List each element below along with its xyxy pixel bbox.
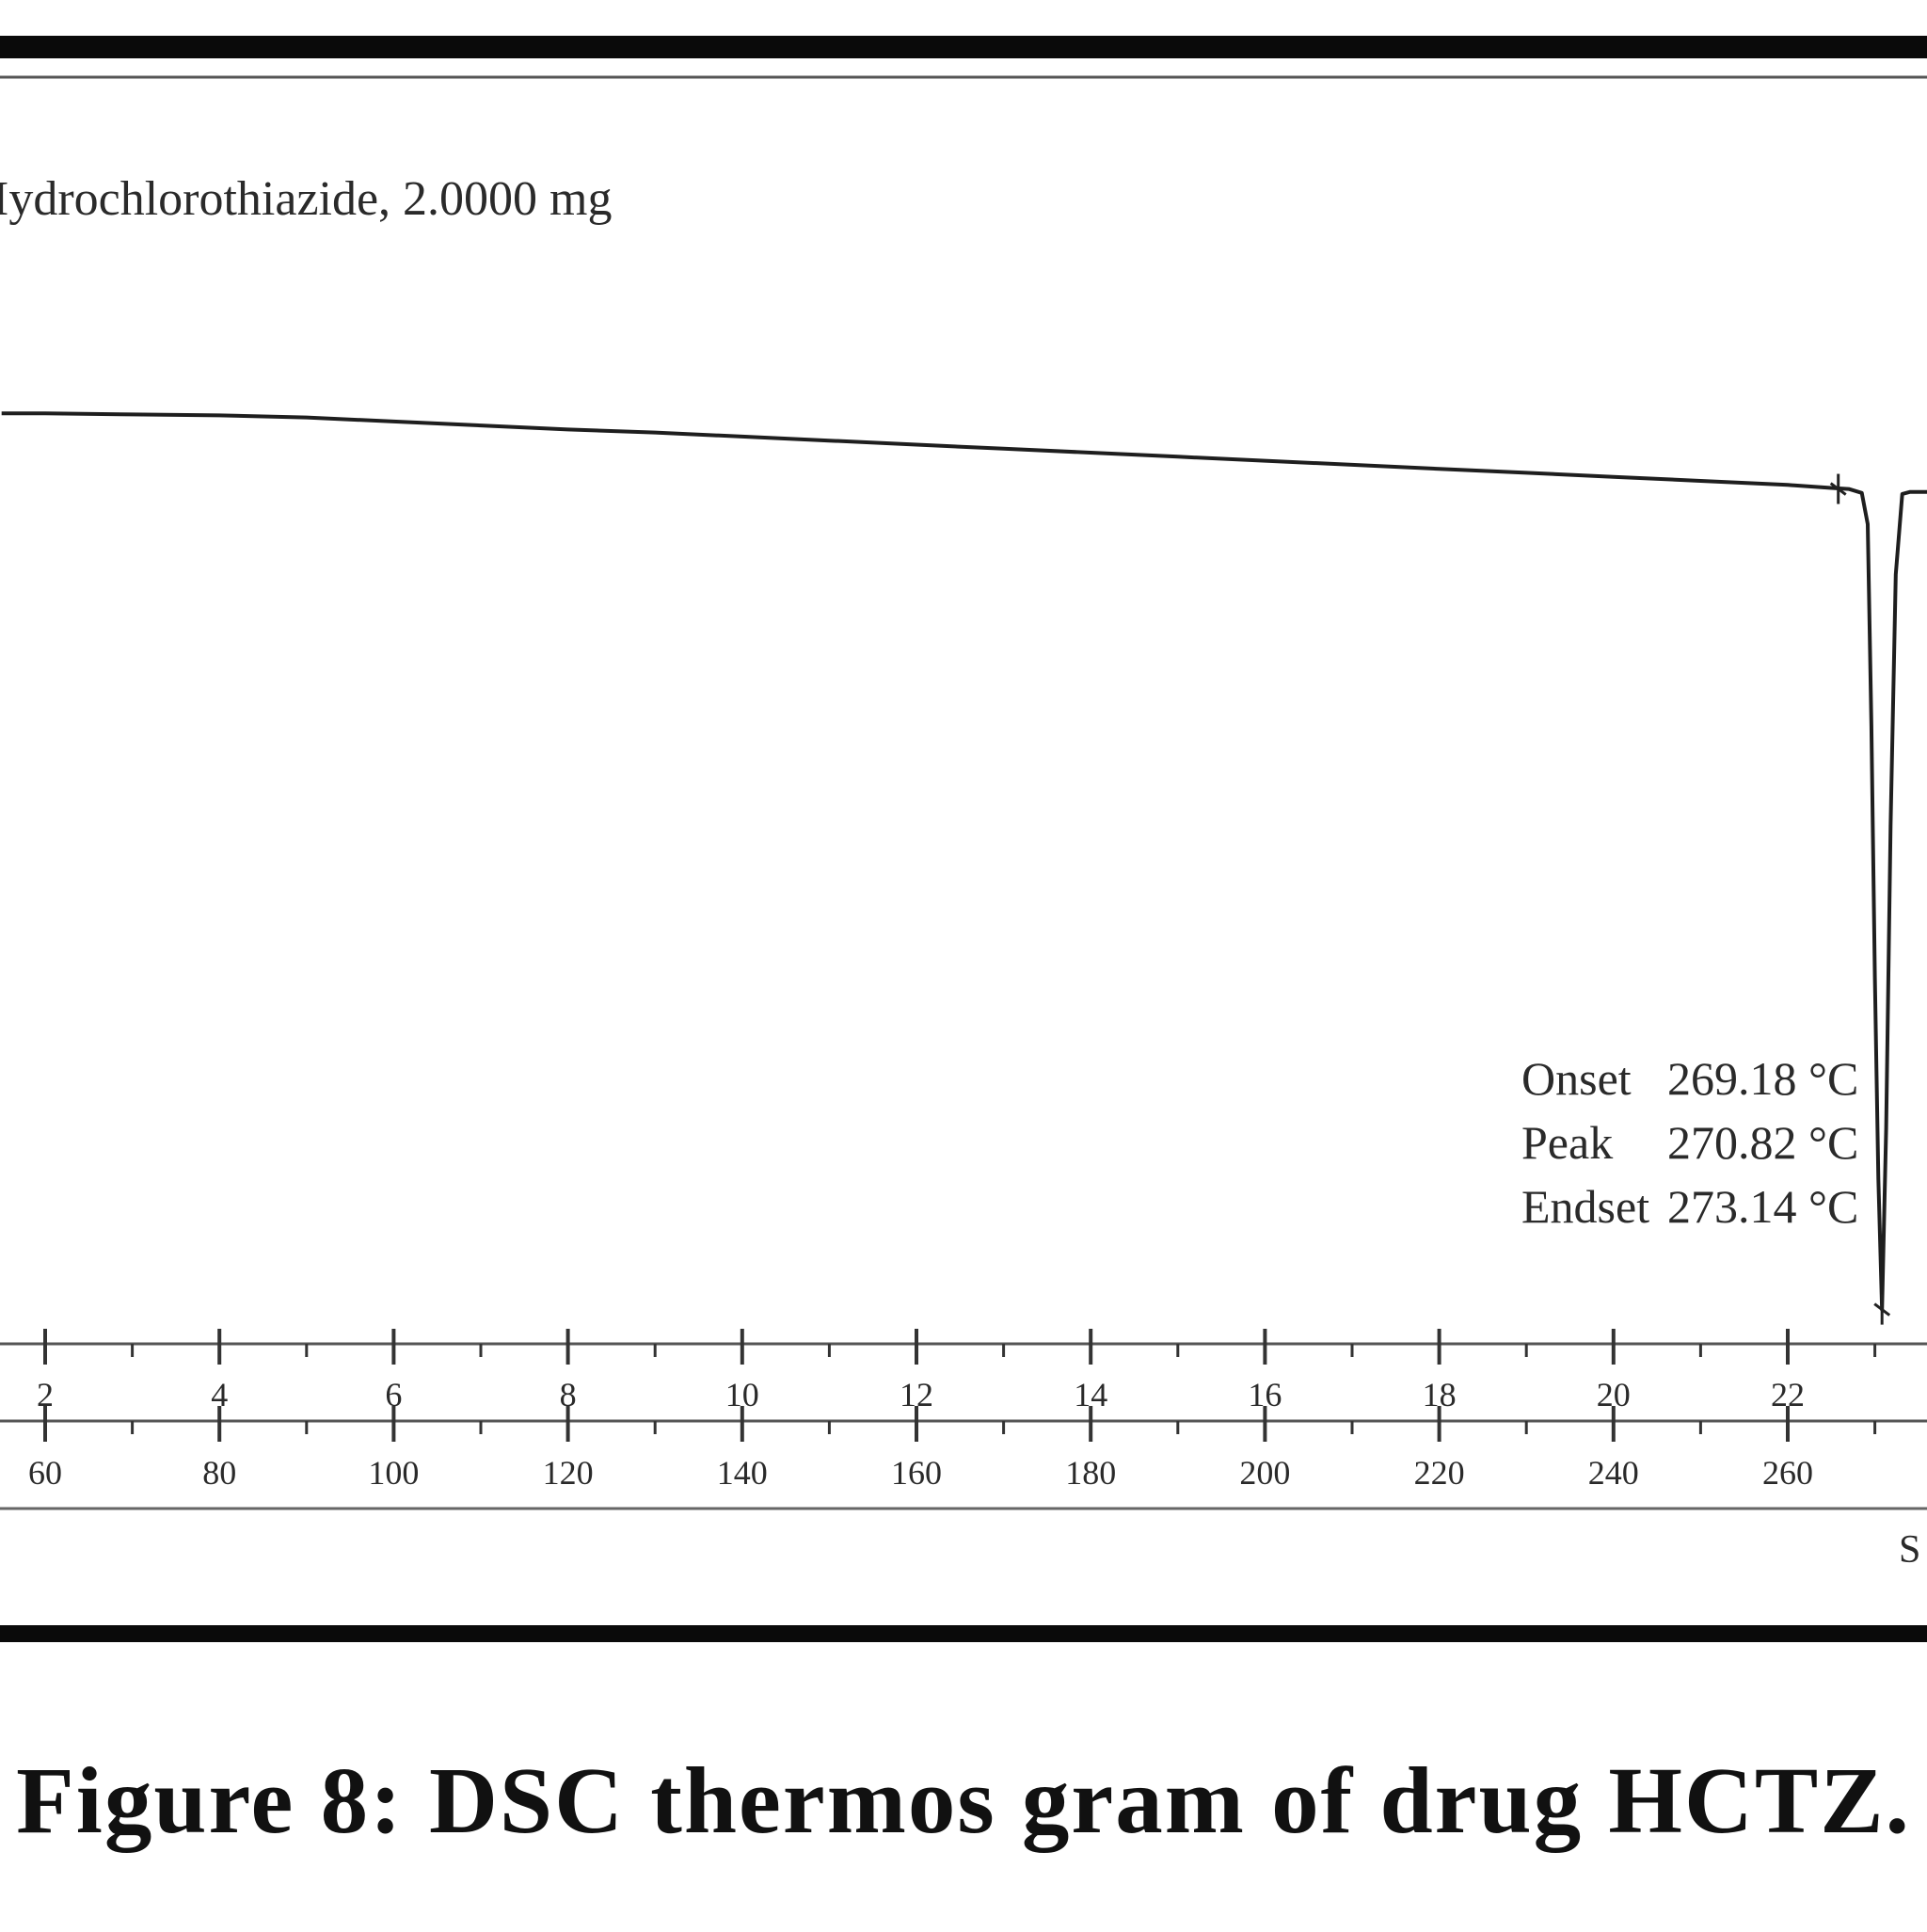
time-tick-label-8: 8 <box>560 1376 577 1413</box>
temperature-tick-label-100: 100 <box>368 1454 419 1492</box>
temperature-tick-label-80: 80 <box>202 1454 236 1492</box>
curve-markers <box>1829 473 1891 1325</box>
peak-value: 270.82 °C <box>1667 1116 1858 1169</box>
time-tick-label-4: 4 <box>211 1376 228 1413</box>
temperature-tick-label-180: 180 <box>1065 1454 1116 1492</box>
figure-caption: Figure 8: DSC thermos gram of drug HCTZ. <box>16 1748 1911 1853</box>
dsc-curve <box>1 411 1927 1312</box>
temperature-axis-ticks: 60 80 100 120 140 160 180 200 220 240 260 <box>28 1406 1877 1492</box>
temperature-tick-label-240: 240 <box>1588 1454 1639 1492</box>
onset-value: 269.18 °C <box>1667 1052 1858 1105</box>
sample-label: Iydrochlorothiazide, 2.0000 mg <box>0 172 613 226</box>
time-tick-label-6: 6 <box>385 1376 402 1413</box>
curve-marker-0 <box>1829 473 1847 504</box>
temperature-tick-label-120: 120 <box>543 1454 594 1492</box>
annotation-block: Onset 269.18 °C Peak 270.82 °C Endset 27… <box>1521 1052 1858 1233</box>
onset-label: Onset <box>1521 1052 1632 1105</box>
temperature-tick-label-260: 260 <box>1762 1454 1813 1492</box>
time-axis-ticks: 2 4 6 8 10 12 14 16 18 20 22 <box>37 1329 1877 1413</box>
bottom-thick-border <box>0 1625 1927 1642</box>
temperature-tick-label-220: 220 <box>1414 1454 1465 1492</box>
time-tick-label-2: 2 <box>37 1376 54 1413</box>
endset-label: Endset <box>1521 1180 1649 1233</box>
top-thick-border <box>0 36 1927 58</box>
curve-marker-1 <box>1873 1294 1891 1325</box>
endset-value: 273.14 °C <box>1667 1180 1858 1233</box>
temperature-tick-label-160: 160 <box>891 1454 942 1492</box>
temperature-tick-label-140: 140 <box>717 1454 768 1492</box>
temperature-tick-label-60: 60 <box>28 1454 62 1492</box>
temperature-tick-label-200: 200 <box>1239 1454 1290 1492</box>
footer-fragment: S <box>1899 1528 1920 1572</box>
peak-label: Peak <box>1521 1116 1613 1169</box>
